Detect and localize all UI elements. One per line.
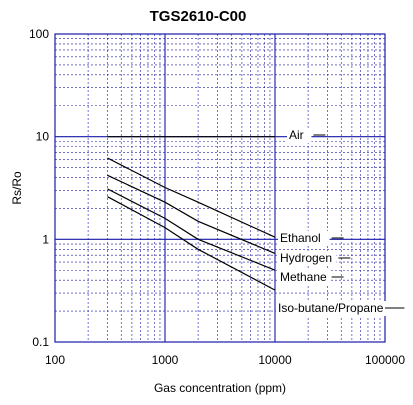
series-line-ethanol — [107, 157, 276, 238]
series-label-background — [287, 128, 312, 143]
series-lines — [107, 136, 276, 291]
series-label-background — [278, 231, 330, 246]
series-label-background — [278, 270, 330, 285]
series-label-background — [276, 301, 403, 316]
series-label-group: Air — [287, 128, 326, 143]
plot-frame — [54, 33, 386, 343]
series-line-hydrogen — [107, 174, 276, 254]
series-label: Methane — [280, 270, 327, 284]
y-tick-label: 100 — [29, 27, 49, 41]
series-label-background — [278, 251, 337, 266]
y-tick-label: 1 — [42, 232, 49, 246]
series-label-group: Hydrogen — [278, 251, 351, 266]
chart-title: TGS2610-C00 — [150, 8, 247, 25]
series-labels: Air Ethanol Hydrogen Methane Iso-butane/Prop… — [276, 128, 405, 316]
x-tick-label: 1000 — [152, 353, 179, 367]
series-line-iso-butane-propane — [107, 196, 276, 291]
y-tick-labels: 0.1 1 10 100 — [29, 27, 49, 349]
x-tick-label: 100000 — [365, 353, 405, 367]
x-axis-label: Gas concentration (ppm) — [154, 381, 286, 395]
x-tick-label: 100 — [45, 353, 65, 367]
series-label: Air — [289, 128, 304, 142]
series-label-group: Iso-butane/Propane — [276, 301, 405, 316]
y-tick-label: 10 — [36, 130, 50, 144]
x-tick-labels: 100 1000 10000 100000 — [45, 353, 405, 367]
series-label-group: Methane — [278, 270, 344, 285]
y-axis-label: Rs/Ro — [10, 171, 24, 205]
grid — [55, 34, 385, 342]
series-label: Ethanol — [280, 231, 321, 245]
x-tick-label: 10000 — [258, 353, 292, 367]
y-tick-label: 0.1 — [32, 335, 49, 349]
series-label: Iso-butane/Propane — [278, 301, 384, 315]
series-label-group: Ethanol — [278, 231, 344, 246]
series-label: Hydrogen — [280, 251, 332, 265]
series-line-methane — [107, 188, 276, 271]
